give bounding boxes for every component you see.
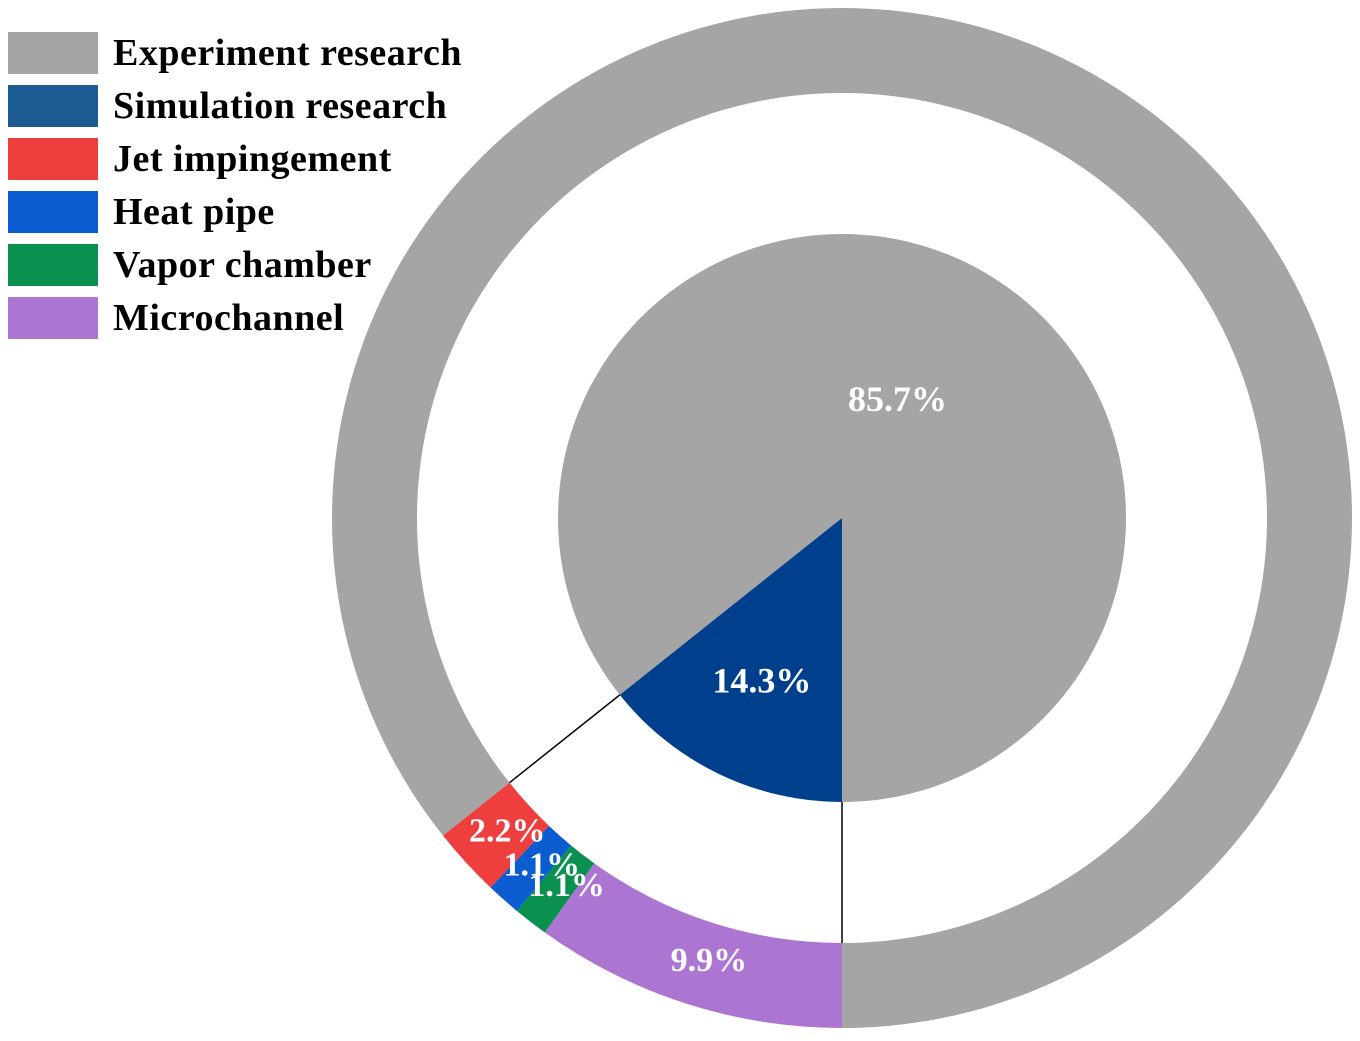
legend-item-jet-impingement[interactable]: Jet impingement bbox=[8, 132, 508, 185]
connector-line-start bbox=[509, 694, 621, 784]
legend-item-vapor-chamber[interactable]: Vapor chamber bbox=[8, 238, 508, 291]
connector-lines bbox=[509, 694, 843, 943]
outer-label-microchannel: 9.9% bbox=[671, 942, 748, 979]
legend-label: Microchannel bbox=[113, 296, 345, 339]
outer-ring bbox=[332, 8, 1353, 1029]
legend-swatch bbox=[8, 243, 98, 286]
legend-swatch bbox=[8, 84, 98, 127]
legend-label: Simulation research bbox=[113, 84, 448, 127]
legend-item-heat-pipe[interactable]: Heat pipe bbox=[8, 185, 508, 238]
legend-label: Jet impingement bbox=[113, 137, 392, 180]
legend: Experiment research Simulation research … bbox=[8, 26, 508, 344]
legend-swatch bbox=[8, 190, 98, 233]
inner-label-experiment-research: 85.7% bbox=[848, 379, 947, 419]
outer-label-vapor-chamber: 1.1% bbox=[528, 867, 605, 904]
outer-label-heat-pipe: 1.1% bbox=[503, 847, 580, 884]
slice-labels: 85.7%14.3%2.2%1.1%1.1%9.9% bbox=[469, 379, 947, 979]
legend-swatch bbox=[8, 137, 98, 180]
legend-item-experiment-research[interactable]: Experiment research bbox=[8, 26, 508, 79]
inner-slice-simulation-research[interactable] bbox=[619, 518, 842, 802]
legend-label: Heat pipe bbox=[113, 190, 275, 233]
legend-label: Vapor chamber bbox=[113, 243, 372, 286]
outer-slice-microchannel[interactable] bbox=[544, 863, 842, 1028]
legend-swatch bbox=[8, 31, 98, 74]
legend-label: Experiment research bbox=[113, 31, 462, 74]
outer-label-jet-impingement: 2.2% bbox=[469, 813, 546, 850]
legend-swatch bbox=[8, 296, 98, 339]
legend-item-simulation-research[interactable]: Simulation research bbox=[8, 79, 508, 132]
inner-pie bbox=[557, 233, 1127, 803]
legend-item-microchannel[interactable]: Microchannel bbox=[8, 291, 508, 344]
outer-slice-heat-pipe[interactable] bbox=[490, 825, 572, 911]
inner-label-simulation-research: 14.3% bbox=[712, 661, 811, 701]
outer-slice-jet-impingement[interactable] bbox=[442, 782, 550, 888]
outer-slice-vapor-chamber[interactable] bbox=[516, 845, 595, 933]
